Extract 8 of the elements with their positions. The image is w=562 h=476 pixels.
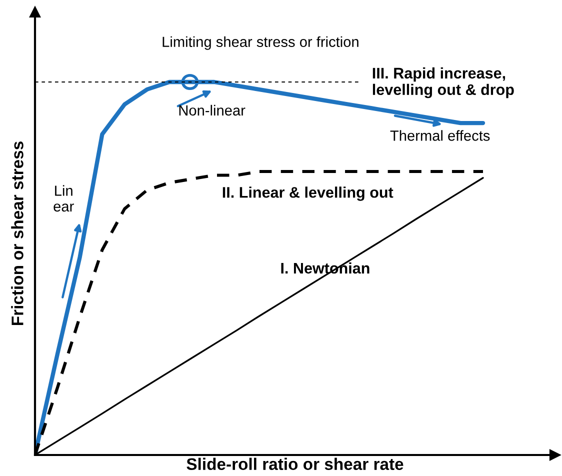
annotation: Thermal effects [390, 130, 490, 141]
series-label: III. Rapid increase, levelling out & drop [372, 67, 514, 98]
annotation: Non-linear [179, 104, 246, 116]
x-axis-title: Slide-roll ratio or shear rate [186, 458, 404, 470]
ref-line-label: Limiting shear stress or friction [162, 36, 358, 50]
annotation: Lin ear [54, 185, 74, 212]
series-label: II. Linear & levelling out [222, 186, 394, 201]
y-axis-title: Friction or shear stress [11, 142, 24, 326]
